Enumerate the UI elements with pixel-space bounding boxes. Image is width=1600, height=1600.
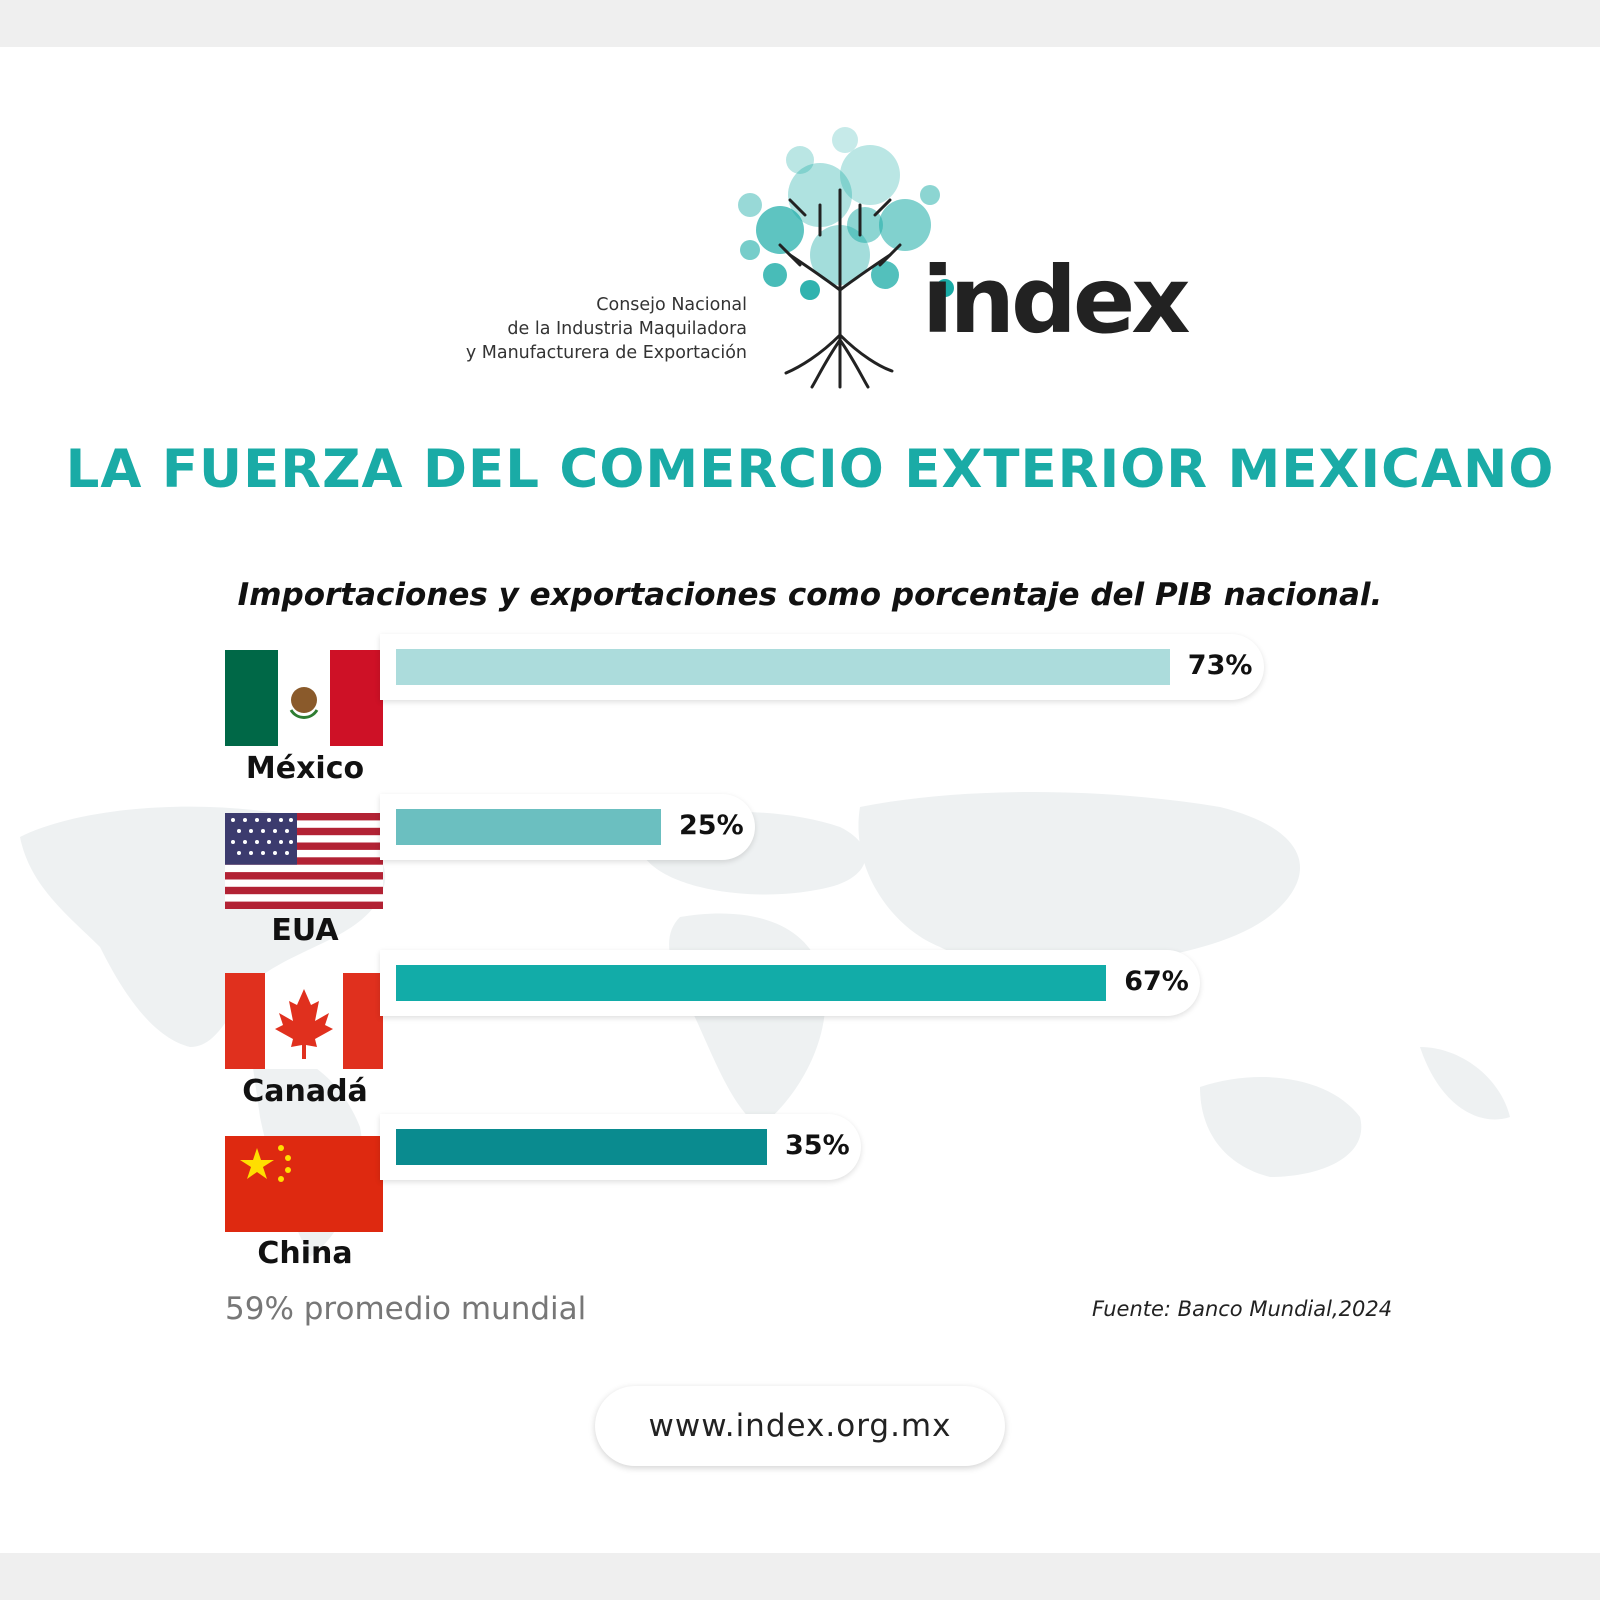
tree-logo-icon	[738, 127, 954, 389]
world-average-note: 59% promedio mundial	[225, 1291, 587, 1327]
website-link-button[interactable]: www.index.org.mx	[595, 1386, 1005, 1466]
organization-name-line: de la Industria Maquiladora	[507, 319, 747, 339]
china-flag	[225, 1136, 383, 1232]
category-label: Canadá	[242, 1074, 368, 1109]
organization-name-line: Consejo Nacional	[596, 295, 747, 315]
chart-subtitle: Importaciones y exportaciones como porce…	[237, 577, 1383, 613]
organization-name: Consejo Nacional de la Industria Maquila…	[440, 293, 747, 365]
bar-value-label: 25%	[679, 810, 744, 841]
mexico-flag	[225, 650, 383, 746]
organization-name-line: y Manufacturera de Exportación	[465, 343, 747, 363]
category-label: México	[245, 751, 365, 786]
usa-flag	[225, 813, 383, 909]
bar-value-label: 35%	[785, 1130, 850, 1161]
source-note: Fuente: Banco Mundial,2024	[1092, 1297, 1393, 1321]
bar-value-label: 73%	[1187, 650, 1253, 681]
bar-eua	[396, 809, 661, 845]
bar-méxico	[396, 649, 1170, 685]
canada-flag	[225, 973, 383, 1069]
chart-title: LA FUERZA DEL COMERCIO EXTERIOR MEXICANO	[65, 439, 1555, 500]
index-logo: Consejo Nacional de la Industria Maquila…	[440, 115, 1191, 405]
category-label: EUA	[271, 913, 339, 948]
index-wordmark: index	[922, 247, 1191, 354]
bar-canadá	[396, 965, 1107, 1001]
category-label: China	[257, 1236, 353, 1271]
infographic-canvas: Consejo Nacional de la Industria Maquila…	[0, 47, 1600, 1553]
bar-value-label: 67%	[1124, 966, 1189, 997]
bar-china	[396, 1129, 767, 1165]
